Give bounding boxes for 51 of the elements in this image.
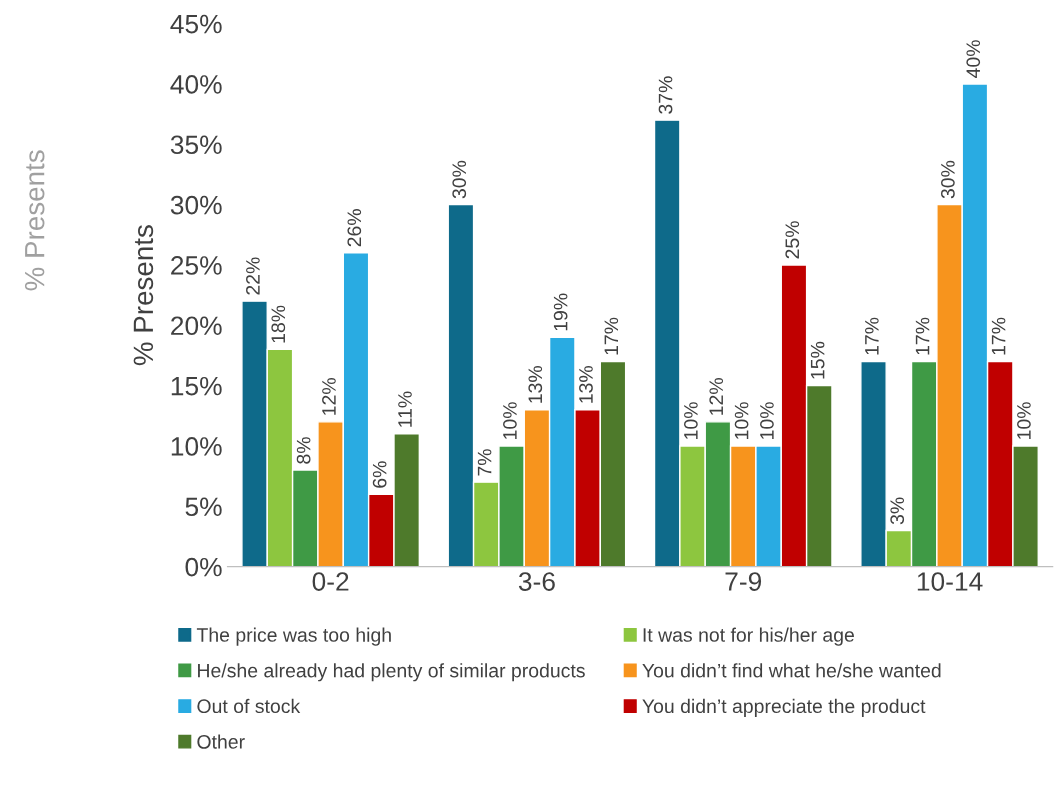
y-tick-label: 0% <box>185 557 222 577</box>
x-tick-label: 3-6 <box>518 572 555 591</box>
data-label: 13% <box>579 365 593 403</box>
data-label: 15% <box>810 341 825 379</box>
data-label: 18% <box>271 305 286 343</box>
y-tick-label: 15% <box>171 376 222 396</box>
y-tick-label: 10% <box>171 437 222 456</box>
y-tick-label: 20% <box>171 316 222 336</box>
data-label: 6% <box>372 461 387 488</box>
data-label: 10% <box>684 402 698 439</box>
y-tick-label: 30% <box>170 195 222 215</box>
x-tick-label: 0-2 <box>312 572 349 591</box>
y-tick-label: 45% <box>170 14 222 34</box>
data-label: 10% <box>503 402 517 439</box>
x-tick-label: 10-14 <box>917 572 983 591</box>
data-label: 12% <box>322 378 336 415</box>
legend-label: Out of stock <box>197 698 301 714</box>
data-label: 22% <box>246 257 260 295</box>
text: % Presents <box>24 150 45 291</box>
legend-label: You didn’t find what he/she wanted <box>642 663 941 678</box>
legend-label: It was not for his/her age <box>643 627 854 646</box>
data-label: 3% <box>890 497 905 525</box>
y-tick-label: 35% <box>170 135 222 155</box>
data-label: 37% <box>658 76 673 114</box>
data-label: 30% <box>941 160 955 199</box>
data-label: 30% <box>452 160 467 199</box>
x-tick-label: 7-9 <box>725 572 762 591</box>
data-label: 17% <box>915 317 930 355</box>
data-label: 10% <box>760 402 774 439</box>
data-label: 26% <box>347 209 362 247</box>
legend-label: Other <box>197 734 245 749</box>
data-label: 10% <box>734 402 749 439</box>
data-label: 17% <box>604 317 619 355</box>
legend-label: The price was too high <box>196 627 391 646</box>
data-label: 19% <box>553 293 568 331</box>
data-label: 11% <box>398 391 412 427</box>
data-label: 40% <box>966 40 981 78</box>
data-label: 13% <box>528 365 543 403</box>
data-label: 10% <box>1017 402 1031 439</box>
y-axis-title: % Presents <box>133 225 154 366</box>
y-tick-label: 25% <box>171 256 222 275</box>
data-label: 17% <box>991 317 1006 355</box>
data-label: 12% <box>709 378 724 415</box>
y-tick-label: 40% <box>170 75 222 94</box>
data-label: 8% <box>296 437 311 464</box>
y-tick-label: 5% <box>185 497 222 517</box>
legend-label: You didn’t appreciate the product <box>642 698 926 717</box>
data-label: 17% <box>865 317 879 355</box>
legend-label: He/she already had plenty of similar products <box>198 663 585 682</box>
data-label: 7% <box>477 449 492 476</box>
data-label: 25% <box>785 221 800 259</box>
